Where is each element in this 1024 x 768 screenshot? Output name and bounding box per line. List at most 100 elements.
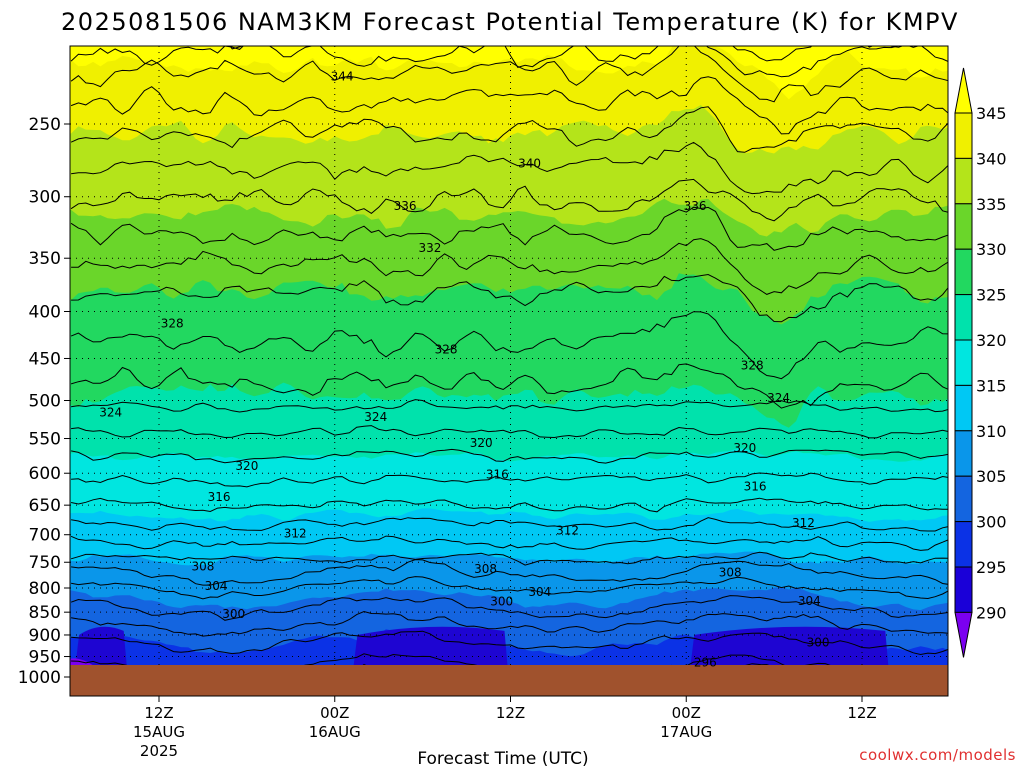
- contour-label: 332: [418, 241, 441, 255]
- contour-348: [229, 46, 904, 62]
- colorbar-label: 295: [976, 558, 1007, 577]
- contour-labels: 344 340 336 336 332 328 328 328 324 324 324 320 320 3…: [99, 70, 829, 670]
- colorbar-box: [954, 294, 973, 341]
- contour-label: 336: [684, 199, 707, 213]
- colorbar-box: [954, 339, 973, 386]
- y-tick-label: 650: [29, 496, 61, 516]
- y-tick-label: 600: [29, 464, 61, 484]
- colorbar-label: 300: [976, 513, 1007, 532]
- colorbar-box: [954, 430, 973, 477]
- contour-306: [71, 576, 948, 600]
- contour-314: [71, 517, 948, 532]
- colorbar-label: 290: [976, 603, 1007, 622]
- colorbar-label: 310: [976, 422, 1007, 441]
- x-tick-label: 00Z: [320, 704, 349, 722]
- contour-label: 304: [798, 594, 821, 608]
- contour-label: 312: [284, 527, 307, 541]
- y-axis: 250 300 350 400 450 500 550 600 650 700 750 800 850 9…: [18, 115, 70, 688]
- contour-334: [70, 206, 948, 251]
- contour-336: [70, 178, 948, 222]
- contour-302: [71, 610, 948, 637]
- contour-label: 316: [744, 479, 767, 493]
- contour-label: 296: [694, 655, 717, 669]
- contour-label: 324: [99, 405, 122, 419]
- contour-318: [71, 472, 948, 488]
- x-tick-label: 12Z: [496, 704, 525, 722]
- contour-344: [70, 46, 948, 103]
- contour-304: [70, 595, 948, 621]
- ground-surface: [70, 665, 948, 696]
- x-tick-label: 17AUG: [660, 723, 712, 741]
- colorbar-label: 315: [976, 376, 1007, 395]
- contour-label: 316: [208, 490, 231, 504]
- contour-label: 320: [235, 459, 258, 473]
- contour-label: 300: [222, 607, 245, 621]
- colorbar-label: 320: [976, 331, 1007, 350]
- plot-area: 344 340 336 336 332 328 328 328 324 324 324 320 320 3…: [70, 46, 948, 696]
- contour-340: [70, 106, 948, 153]
- colorbar-box: [954, 112, 973, 159]
- y-tick-label: 750: [29, 553, 61, 573]
- contour-310: [70, 551, 948, 566]
- contour-label: 304: [205, 579, 228, 593]
- contour-label: 300: [807, 635, 830, 649]
- contour-320: [70, 448, 948, 464]
- band-340: [70, 46, 948, 154]
- contour-label: 316: [486, 468, 509, 482]
- contour-label: 340: [518, 156, 541, 170]
- contour-label: 320: [733, 441, 756, 455]
- contour-label: 336: [394, 199, 417, 213]
- colorbar-bottom-arrow: [954, 611, 973, 658]
- contour-346: [70, 46, 948, 78]
- colorbar-box: [954, 384, 973, 432]
- x-tick-label: 00Z: [672, 704, 701, 722]
- contour-326: [70, 363, 948, 409]
- contour-label: 324: [767, 391, 790, 405]
- x-tick-label: 2025: [140, 742, 178, 760]
- colorbar-top-arrow: [954, 67, 973, 114]
- color-bands: [70, 46, 948, 696]
- contour-label: 300: [490, 595, 513, 609]
- band-345: [70, 46, 948, 100]
- contour-label: 328: [161, 316, 184, 330]
- contour-324: [71, 399, 948, 413]
- contour-338: [71, 141, 948, 195]
- colorbar-label: 345: [976, 104, 1007, 123]
- y-tick-label: 700: [29, 526, 61, 546]
- colorbar-box: [954, 157, 973, 205]
- contour-label: 344: [331, 70, 354, 84]
- colorbar: 345 340 335 330 325 320 315 310 305 300 295 290: [954, 67, 1007, 658]
- contour-label: 308: [474, 562, 497, 576]
- y-tick-label: 400: [29, 302, 61, 322]
- contour-label: 328: [741, 359, 764, 373]
- colorbar-label: 330: [976, 240, 1007, 259]
- x-tick-label: 12Z: [847, 704, 876, 722]
- x-tick-label: 16AUG: [309, 723, 361, 741]
- chart-title: 2025081506 NAM3KM Forecast Potential Tem…: [61, 8, 959, 36]
- y-tick-label: 950: [29, 648, 61, 668]
- credit-text: coolwx.com/models: [859, 746, 1016, 764]
- contour-330: [71, 273, 948, 323]
- y-tick-label: 800: [29, 579, 61, 599]
- y-tick-label: 550: [29, 430, 61, 450]
- contour-316: [70, 497, 948, 513]
- contour-300: [71, 630, 948, 656]
- colorbar-box: [954, 521, 973, 568]
- colorbar-box: [954, 475, 973, 523]
- y-tick-label: 1000: [18, 668, 61, 688]
- colorbar-label: 325: [976, 286, 1007, 305]
- contour-label: 324: [364, 410, 387, 424]
- contour-322: [71, 425, 948, 439]
- y-tick-label: 250: [29, 115, 61, 135]
- x-tick-label: 15AUG: [133, 723, 185, 741]
- x-axis-title: Forecast Time (UTC): [417, 749, 588, 768]
- y-tick-label: 500: [29, 392, 61, 412]
- x-tick-label: 12Z: [144, 704, 173, 722]
- contour-label: 312: [556, 524, 579, 538]
- contour-label: 308: [719, 566, 742, 580]
- y-tick-label: 350: [29, 249, 61, 269]
- colorbar-label: 335: [976, 195, 1007, 214]
- contour-label: 320: [470, 436, 493, 450]
